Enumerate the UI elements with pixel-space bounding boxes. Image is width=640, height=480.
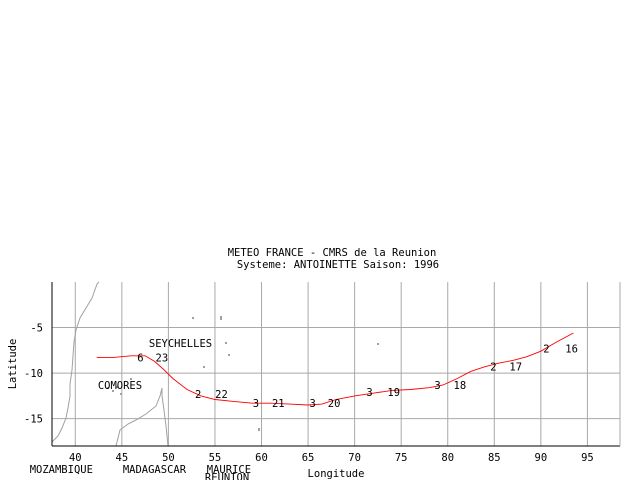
track-annotation-5: 21 bbox=[272, 398, 285, 410]
map-grid bbox=[52, 282, 620, 446]
x-tick-label-2: 50 bbox=[162, 452, 175, 464]
track-annotation-9: 19 bbox=[387, 387, 400, 399]
region-label-reunion: REUNION bbox=[205, 472, 249, 480]
track-annotation-11: 18 bbox=[454, 380, 467, 392]
region-label-maurice: MAURICE bbox=[207, 464, 251, 476]
y-tick-label-1: -10 bbox=[24, 368, 43, 380]
x-tick-label-11: 95 bbox=[581, 452, 594, 464]
cyclone-track bbox=[96, 332, 574, 406]
x-tick-label-4: 60 bbox=[255, 452, 268, 464]
place-labels: SEYCHELLES COMORES MOZAMBIQUE MADAGASCAR MAU… bbox=[30, 338, 251, 480]
track-annotation-4: 3 bbox=[253, 398, 259, 410]
coastlines bbox=[51, 281, 379, 447]
x-tick-label-9: 85 bbox=[488, 452, 501, 464]
x-axis-label: Longitude bbox=[308, 468, 365, 480]
y-tick-label-2: -15 bbox=[24, 414, 43, 426]
header-line1: METEO FRANCE - CMRS de la Reunion bbox=[228, 247, 437, 259]
track-annotations: 6 232 223 21 3 203 193 182 172 16 bbox=[137, 344, 578, 411]
comoros-islands bbox=[107, 386, 122, 395]
track-annotation-8: 3 bbox=[366, 387, 372, 399]
track-annotation-6: 3 bbox=[310, 398, 316, 410]
place-label-comores: COMORES bbox=[98, 380, 142, 392]
track-annotation-0: 6 bbox=[137, 353, 143, 365]
x-tick-label-8: 80 bbox=[441, 452, 454, 464]
axis-ticks: 40 45 50 55 60 65 70 75 80 85 90 95 -5 -10 -15 bbox=[24, 323, 594, 464]
track-annotation-3: 22 bbox=[215, 389, 228, 401]
region-label-mozambique: MOZAMBIQUE bbox=[30, 464, 93, 476]
x-tick-label-7: 75 bbox=[395, 452, 408, 464]
track-line-0 bbox=[96, 332, 574, 406]
place-label-seychelles: SEYCHELLES bbox=[149, 338, 212, 350]
map-frame bbox=[51, 282, 621, 447]
track-annotation-13: 17 bbox=[509, 362, 522, 374]
track-annotation-15: 16 bbox=[565, 344, 578, 356]
x-tick-label-10: 90 bbox=[535, 452, 548, 464]
header-line2: Systeme: ANTOINETTE Saison: 1996 bbox=[237, 259, 439, 271]
track-annotation-2: 2 bbox=[195, 389, 201, 401]
x-tick-label-5: 65 bbox=[302, 452, 315, 464]
scattered-islands bbox=[130, 316, 379, 431]
x-tick-label-1: 45 bbox=[116, 452, 129, 464]
madagascar-coastline bbox=[115, 387, 169, 447]
x-tick-label-3: 55 bbox=[209, 452, 222, 464]
region-label-madagascar: MADAGASCAR bbox=[123, 464, 187, 476]
mozambique-coastline bbox=[51, 281, 100, 443]
x-tick-label-6: 70 bbox=[348, 452, 361, 464]
track-annotation-7: 20 bbox=[328, 398, 341, 410]
y-axis-label: Latitude bbox=[7, 339, 19, 390]
track-annotation-1: 23 bbox=[156, 353, 169, 365]
x-tick-label-0: 40 bbox=[69, 452, 82, 464]
track-annotation-12: 2 bbox=[490, 362, 496, 374]
track-annotation-10: 3 bbox=[434, 380, 440, 392]
track-annotation-14: 2 bbox=[543, 344, 549, 356]
y-tick-label-0: -5 bbox=[30, 323, 43, 335]
